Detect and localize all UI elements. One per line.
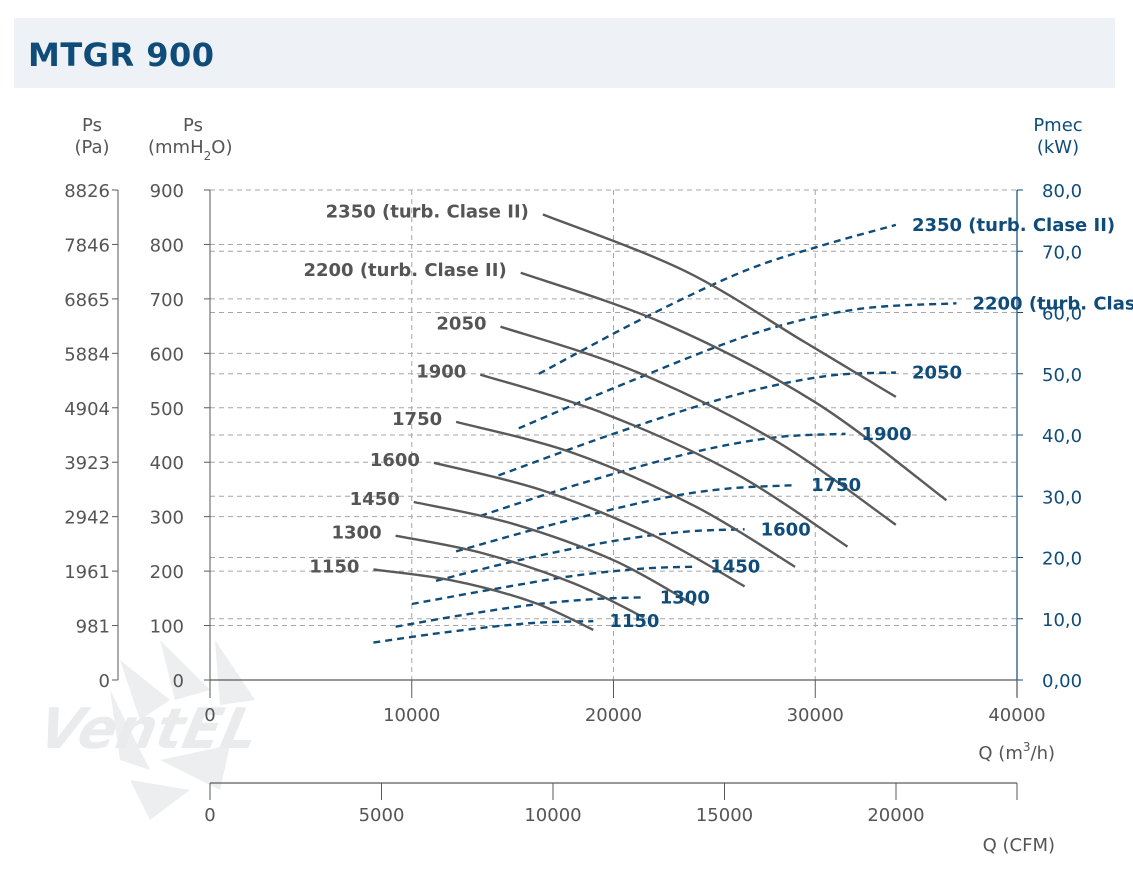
tick-label-x: 0 [204, 705, 215, 726]
pressure-curve-1900 [479, 373, 849, 548]
tick-label-pa: 0 [99, 671, 110, 692]
pressure-curve-label-2350-turb-clase-ii: 2350 (turb. Clase II) [326, 202, 529, 223]
tick-label-kw: 40,0 [1042, 426, 1082, 447]
axis-label-x: Q (m3/h) [978, 740, 1055, 764]
tick-label-mm: 0 [173, 671, 184, 692]
ventel-watermark-logo: VentEL [33, 640, 265, 820]
tick-label-mm: 800 [150, 235, 184, 256]
pressure-curve-label-1900: 1900 [416, 362, 466, 383]
power-curve-2350-turb-clase-ii [538, 223, 897, 375]
pressure-curve-label-1600: 1600 [370, 450, 420, 471]
power-curve-label-1450: 1450 [710, 557, 760, 578]
pressure-curve-label-1750: 1750 [392, 409, 442, 430]
power-curve-1450 [411, 565, 695, 606]
power-curve-label-1300: 1300 [660, 587, 710, 608]
tick-label-cfm: 20000 [867, 805, 924, 826]
power-curve-1900 [479, 432, 846, 518]
watermark-text: VentEL [33, 697, 265, 762]
tick-label-cfm: 0 [204, 805, 215, 826]
power-curve-label-2050: 2050 [912, 363, 962, 384]
tick-label-pa: 4904 [64, 399, 110, 420]
pressure-curve-label-2050: 2050 [436, 314, 486, 335]
power-curve-label-2350-turb-clase-ii: 2350 (turb. Clase II) [912, 215, 1115, 236]
chart-axes: 0 981 1961 2942 3923 4904 5884 6865 7846 8826 0 100… [64, 115, 1082, 856]
pressure-curve-1750 [455, 420, 796, 568]
pressure-curve-2200-turb-clase-ii [520, 271, 948, 502]
tick-label-mm: 900 [150, 181, 184, 202]
tick-label-kw: 80,0 [1042, 181, 1082, 202]
tick-label-mm: 600 [150, 344, 184, 365]
tick-label-mm: 300 [150, 508, 184, 529]
tick-label-mm: 500 [150, 399, 184, 420]
power-curve-label-1600: 1600 [761, 519, 811, 540]
tick-label-kw: 0,00 [1042, 671, 1082, 692]
power-curve-2200-turb-clase-ii [518, 302, 957, 430]
power-curve-label-1900: 1900 [862, 424, 912, 445]
pressure-curve-1300 [395, 534, 645, 619]
tick-label-kw: 30,0 [1042, 487, 1082, 508]
pressure-curve-1450 [413, 500, 695, 606]
title-bar [14, 18, 1115, 88]
tick-label-x: 30000 [787, 705, 844, 726]
tick-label-x: 20000 [585, 705, 642, 726]
tick-label-pa: 1961 [64, 562, 110, 583]
tick-label-kw: 10,0 [1042, 610, 1082, 631]
tick-label-mm: 100 [150, 617, 184, 638]
axis-unit-mm: (mmH2O) [148, 137, 232, 163]
power-curve-1600 [435, 528, 745, 582]
axis-label-cfm: Q (CFM) [983, 835, 1055, 856]
tick-label-kw: 70,0 [1042, 242, 1082, 263]
pressure-curve-label-1150: 1150 [309, 556, 359, 577]
tick-label-mm: 400 [150, 453, 184, 474]
tick-label-pa: 7846 [64, 235, 110, 256]
power-curve-1150 [373, 620, 594, 644]
power-curve-label-2200-turb-clase-ii: 2200 (turb. Clase II) [972, 293, 1133, 314]
tick-label-kw: 50,0 [1042, 365, 1082, 386]
pressure-curve-2050 [500, 325, 897, 526]
tick-label-mm: 200 [150, 562, 184, 583]
power-curve-1750 [455, 484, 796, 553]
axis-title-mm: Ps [183, 115, 203, 136]
tick-label-pa: 8826 [64, 181, 110, 202]
tick-label-x: 10000 [383, 705, 440, 726]
pressure-curve-label-1450: 1450 [350, 489, 400, 510]
pressure-curve-1150 [373, 568, 594, 631]
tick-label-cfm: 15000 [696, 805, 753, 826]
tick-label-x: 40000 [988, 705, 1045, 726]
pressure-curve-label-1300: 1300 [332, 523, 382, 544]
pressure-curve-label-2200-turb-clase-ii: 2200 (turb. Clase II) [303, 260, 506, 281]
power-curve-label-1150: 1150 [609, 611, 659, 632]
axis-unit-kw: (kW) [1037, 137, 1079, 158]
axis-unit-pa: (Pa) [74, 137, 109, 158]
tick-label-pa: 6865 [64, 290, 110, 311]
power-curve-2050 [498, 371, 896, 477]
page-title: MTGR 900 [28, 36, 215, 74]
tick-label-cfm: 5000 [359, 805, 405, 826]
tick-label-pa: 3923 [64, 453, 110, 474]
axis-title-pa: Ps [82, 115, 102, 136]
pressure-curve-1600 [433, 461, 746, 588]
tick-label-pa: 5884 [64, 344, 110, 365]
tick-label-kw: 20,0 [1042, 549, 1082, 570]
axis-title-kw: Pmec [1033, 115, 1082, 136]
tick-label-cfm: 10000 [524, 805, 581, 826]
tick-label-kw: 60,0 [1042, 304, 1082, 325]
chart-curves [373, 213, 957, 644]
power-curve-label-1750: 1750 [811, 475, 861, 496]
tick-label-pa: 981 [76, 617, 110, 638]
pressure-curve-2350-turb-clase-ii [542, 213, 897, 398]
power-curve-1300 [395, 596, 644, 628]
tick-label-mm: 700 [150, 290, 184, 311]
tick-label-pa: 2942 [64, 508, 110, 529]
